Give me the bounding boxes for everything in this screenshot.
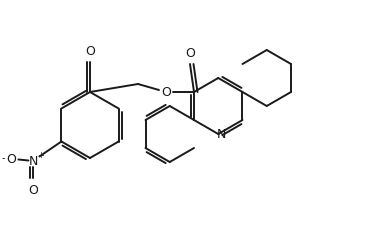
Text: N: N — [216, 128, 226, 140]
Text: N: N — [29, 155, 38, 168]
Text: +: + — [37, 151, 44, 160]
Text: -: - — [2, 153, 5, 164]
Text: O: O — [185, 47, 195, 60]
Text: O: O — [85, 45, 95, 58]
Text: O: O — [28, 184, 38, 196]
Text: O: O — [161, 86, 171, 99]
Text: O: O — [6, 153, 16, 166]
